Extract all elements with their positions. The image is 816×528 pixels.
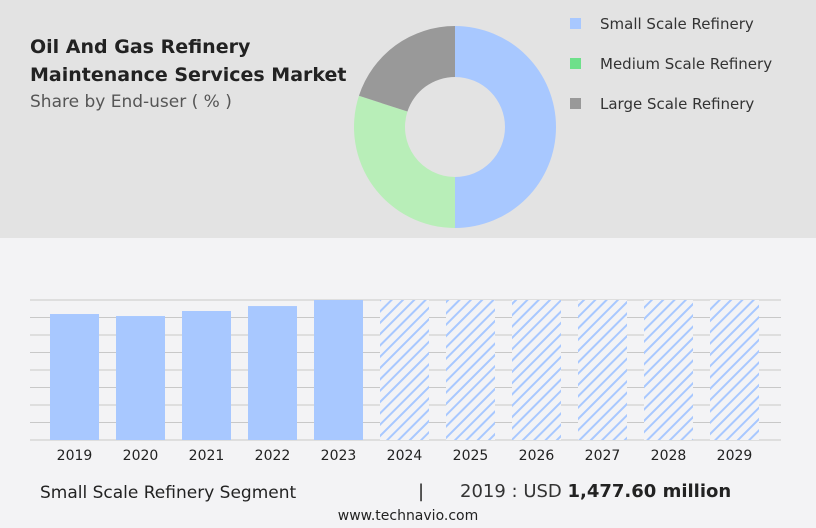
bar-2026 (512, 300, 561, 440)
legend-item-medium: Medium Scale Refinery (570, 55, 772, 73)
bar-2027 (578, 300, 627, 440)
legend-swatch (570, 18, 581, 29)
bar-2028 (644, 300, 693, 440)
x-tick-2022: 2022 (255, 448, 291, 464)
bar-2021 (182, 310, 231, 440)
x-tick-2020: 2020 (123, 448, 159, 464)
title-line-1: Oil And Gas Refinery (30, 36, 251, 58)
footer-year: 2019 : USD (460, 481, 568, 502)
x-tick-2024: 2024 (387, 448, 423, 464)
footer-separator: | (418, 481, 425, 502)
website: www.technavio.com (337, 508, 479, 524)
x-tick-2021: 2021 (189, 448, 225, 464)
donut-chart (354, 26, 556, 229)
x-tick-2029: 2029 (717, 448, 753, 464)
legend-item-large: Large Scale Refinery (570, 95, 754, 113)
x-tick-2019: 2019 (57, 448, 93, 464)
footer-segment: Small Scale Refinery Segment (40, 483, 297, 503)
legend-label: Medium Scale Refinery (600, 55, 773, 73)
legend-label: Large Scale Refinery (600, 95, 755, 113)
x-tick-2028: 2028 (651, 448, 687, 464)
legend-label: Small Scale Refinery (600, 15, 754, 33)
x-tick-2025: 2025 (453, 448, 489, 464)
legend-swatch (570, 58, 581, 69)
chart-subtitle: Share by End-user ( % ) (30, 92, 232, 112)
chart-title: Oil And Gas Refinery Maintenance Services… (30, 33, 346, 89)
bar-2023 (314, 300, 363, 440)
donut-slice-2 (358, 26, 455, 112)
title-line-2: Maintenance Services Market (30, 64, 347, 86)
legend-swatch (570, 98, 581, 109)
donut-slice-0 (455, 26, 556, 228)
bar-2019 (50, 314, 99, 440)
x-tick-2027: 2027 (585, 448, 621, 464)
bar-2029 (710, 300, 759, 440)
bar-2024 (380, 300, 429, 440)
bar-2025 (446, 300, 495, 440)
x-tick-2023: 2023 (321, 448, 357, 464)
legend-item-small: Small Scale Refinery (570, 15, 754, 33)
footer-amount: 1,477.60 million (567, 481, 732, 502)
bar-2022 (248, 306, 297, 440)
donut-slice-1 (354, 95, 455, 229)
bar-2020 (116, 316, 165, 440)
footer-value: 2019 : USD 1,477.60 million (460, 481, 731, 502)
x-tick-2026: 2026 (519, 448, 555, 464)
